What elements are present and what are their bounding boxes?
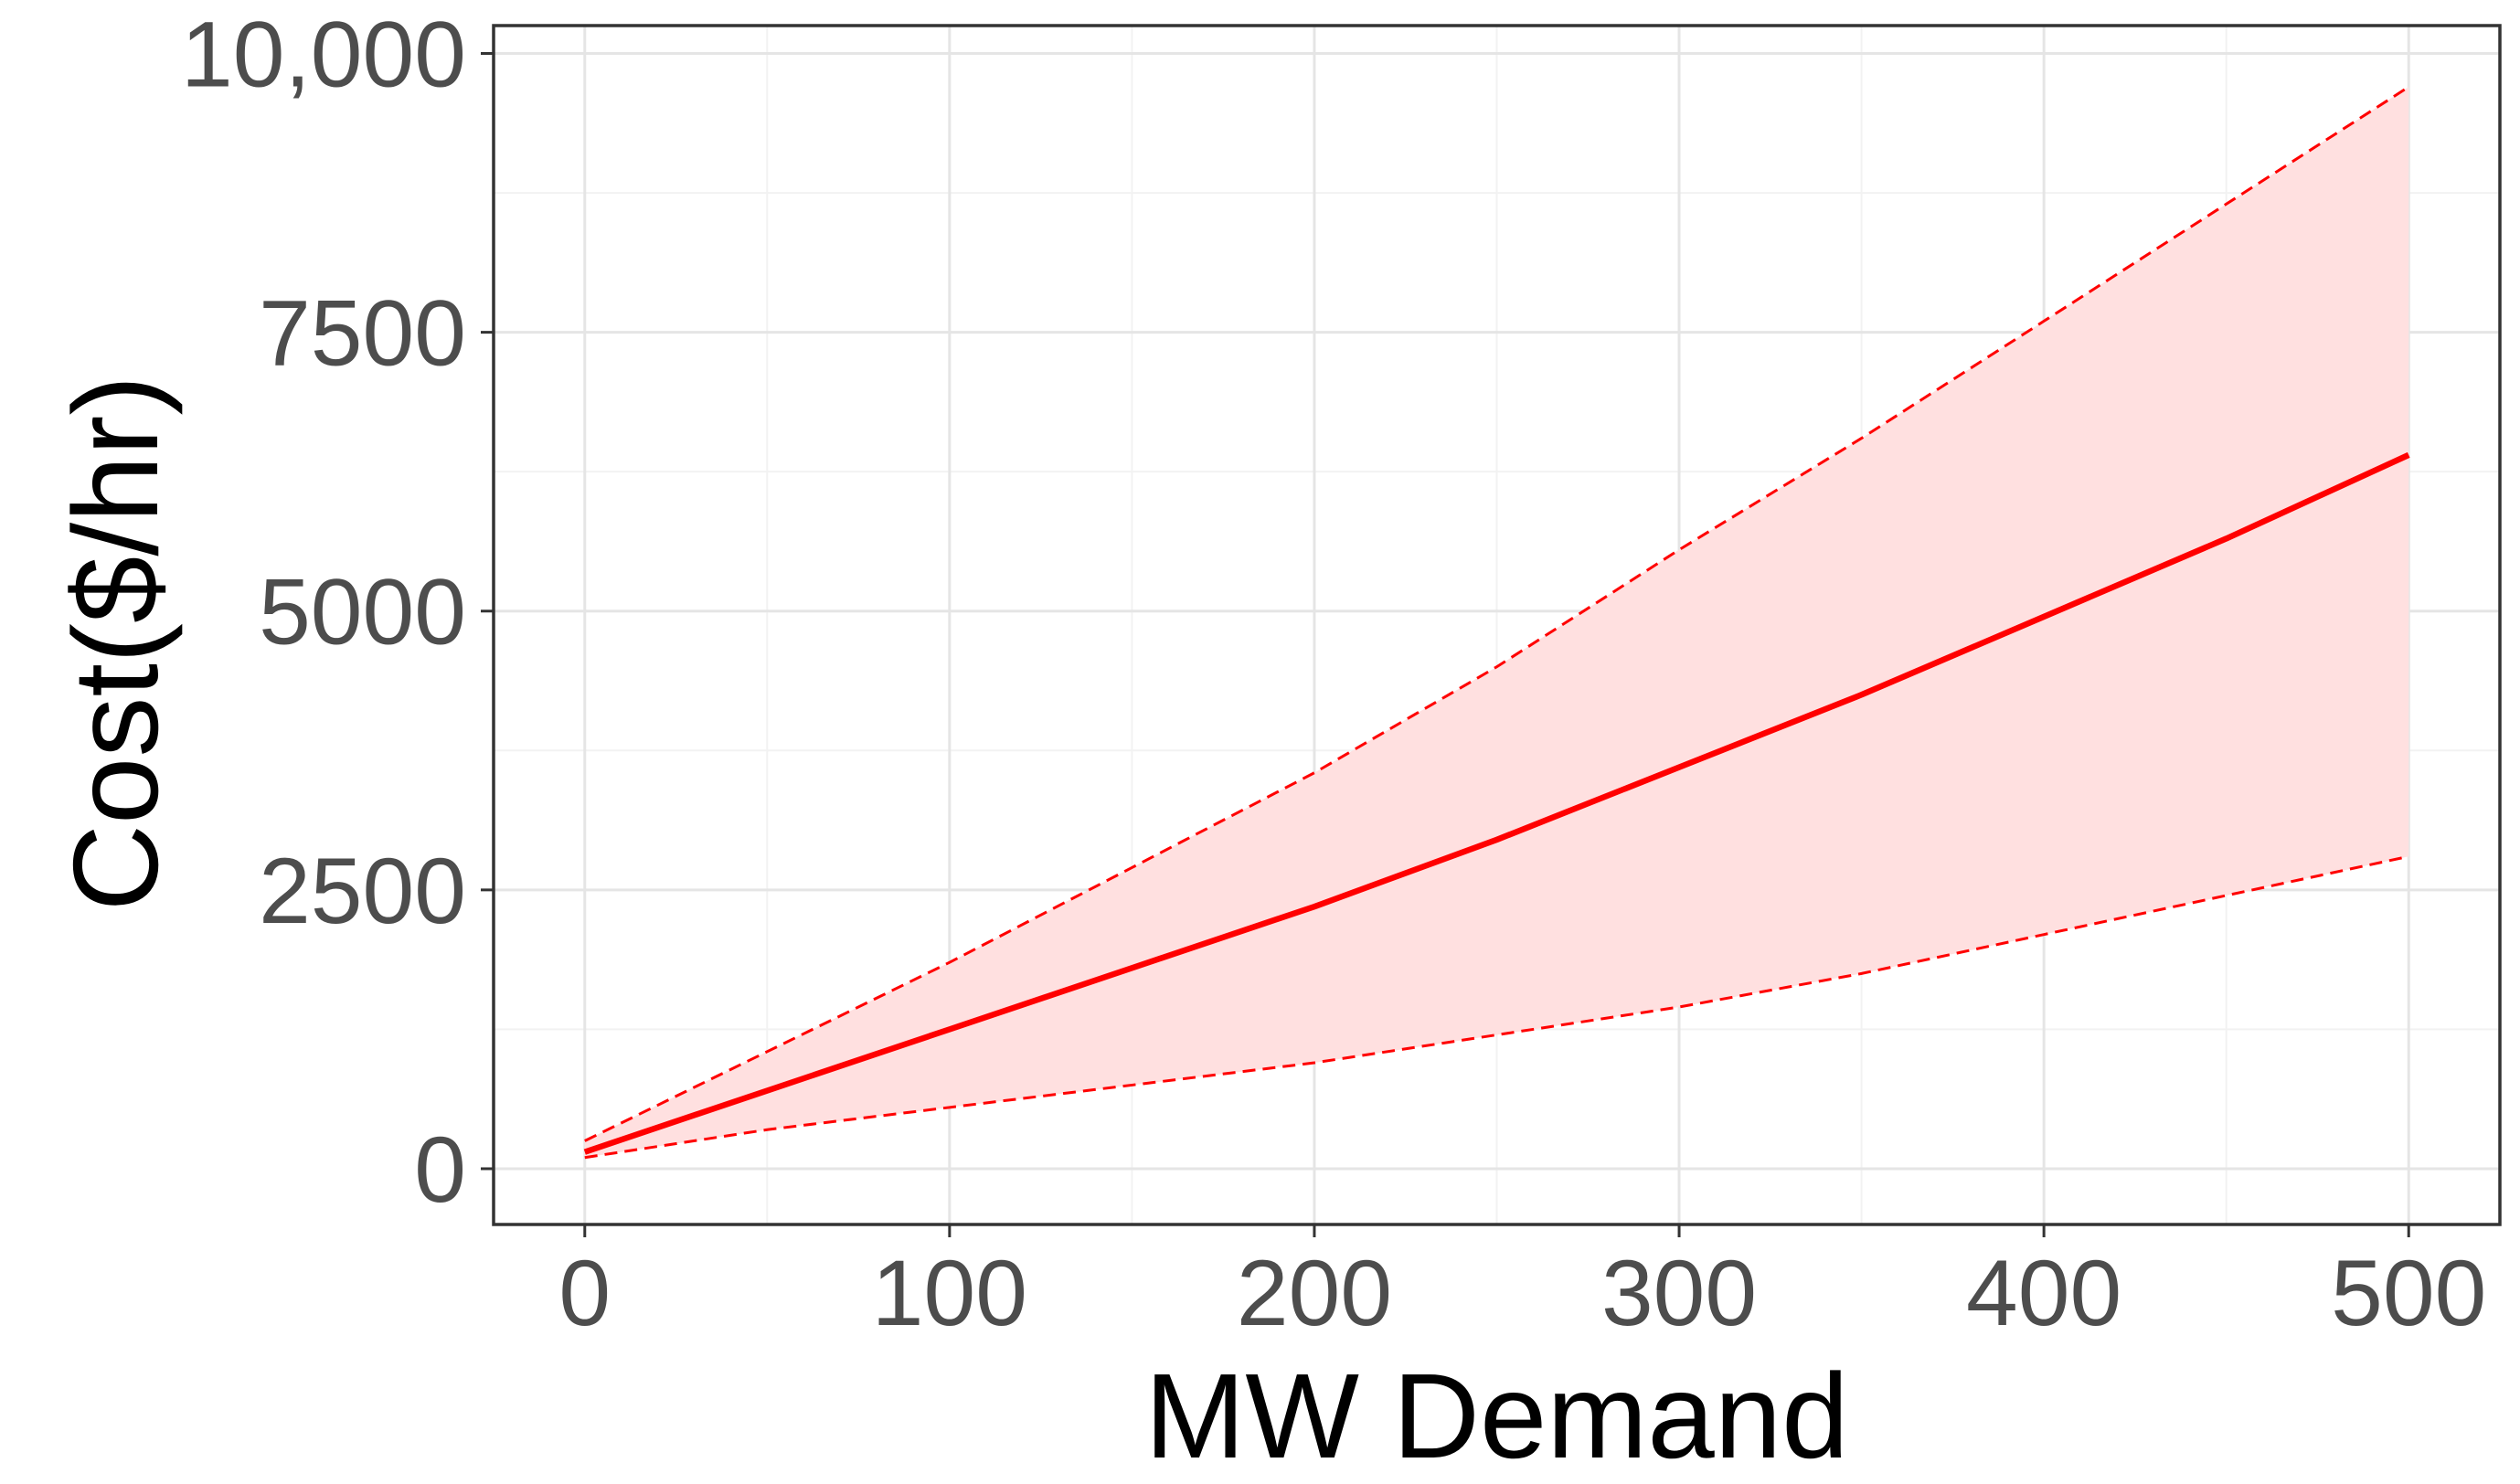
y-tick-label: 5000 xyxy=(259,560,466,664)
y-axis-title: Cost($/hr) xyxy=(48,376,183,912)
x-tick-label: 500 xyxy=(2331,1241,2486,1345)
y-tick-label: 10,000 xyxy=(181,3,466,107)
y-tick-label: 2500 xyxy=(259,839,466,943)
y-axis: 0 2500 5000 7500 10,000 xyxy=(181,3,494,1222)
x-axis-title: MW Demand xyxy=(1144,1349,1848,1483)
x-tick-label: 100 xyxy=(872,1241,1027,1345)
x-tick-label: 200 xyxy=(1237,1241,1392,1345)
confidence-band xyxy=(584,87,2409,1158)
plot-panel-border xyxy=(492,24,2502,1226)
y-tick-label: 0 xyxy=(414,1118,466,1222)
lower-bound-line xyxy=(584,854,2409,1160)
series-lines xyxy=(583,85,2410,1160)
cost-line xyxy=(583,451,2410,1155)
x-axis: 0 100 200 300 400 500 xyxy=(558,1224,2486,1345)
upper-bound-line xyxy=(584,85,2410,1142)
x-tick-label: 400 xyxy=(1966,1241,2121,1345)
x-tick-label: 0 xyxy=(558,1241,611,1345)
confidence-band-area xyxy=(584,87,2409,1158)
x-tick-label: 300 xyxy=(1601,1241,1757,1345)
y-tick-label: 7500 xyxy=(259,281,466,386)
